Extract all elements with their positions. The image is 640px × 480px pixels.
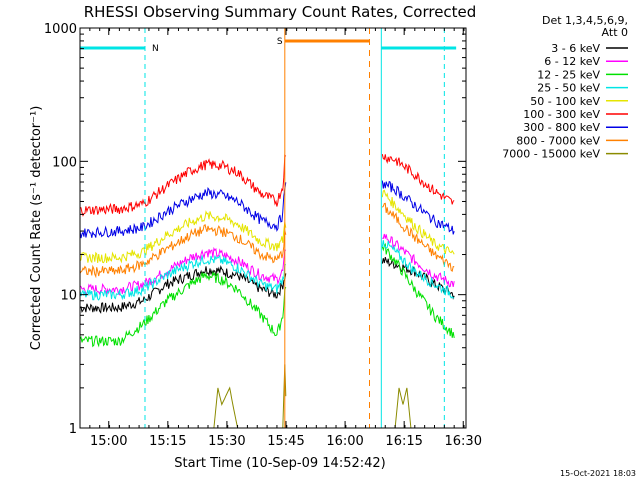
series-25-50-kev — [80, 240, 455, 301]
legend-label: 3 - 6 keV — [551, 42, 600, 55]
series-line — [381, 189, 455, 255]
series-line — [381, 153, 455, 205]
y-axis-label: Corrected Count Rate (s⁻¹ detector⁻¹) — [29, 106, 44, 351]
series-line — [80, 154, 287, 217]
legend-header-line: Det 1,3,4,5,6,9, — [542, 14, 628, 27]
x-tick-label: 15:00 — [90, 434, 127, 449]
series-line — [80, 210, 287, 264]
x-tick-label: 16:15 — [385, 434, 422, 449]
series-line — [381, 240, 455, 299]
series-layer — [80, 153, 455, 428]
x-tick-label: 16:00 — [326, 434, 363, 449]
x-tick-label: 15:30 — [208, 434, 245, 449]
series-line — [80, 224, 287, 279]
x-tick-label: 15:45 — [267, 434, 304, 449]
legend-label: 7000 - 15000 keV — [502, 148, 600, 161]
series-100-300-kev — [80, 153, 455, 217]
chart-title: RHESSI Observing Summary Count Rates, Co… — [84, 3, 477, 21]
series-line — [381, 202, 455, 272]
footer-date: 15-Oct-2021 18:03 — [560, 469, 636, 478]
series-line — [381, 180, 455, 235]
legend-label: 300 - 800 keV — [523, 121, 600, 134]
legend-header-line: Att 0 — [602, 26, 628, 39]
series-line — [166, 364, 287, 428]
series-line — [382, 387, 412, 428]
night-marker-label: N — [152, 44, 159, 54]
x-axis-label: Start Time (10-Sep-09 14:52:42) — [174, 456, 385, 471]
x-tick-label: 15:15 — [149, 434, 186, 449]
y-tick-label: 1000 — [44, 22, 77, 37]
y-tick-label: 10 — [60, 289, 77, 304]
x-tick-label: 16:30 — [445, 434, 482, 449]
series-50-100-kev — [80, 189, 455, 264]
plot-frame — [79, 27, 467, 429]
saa-marker-label: S — [277, 37, 283, 47]
series-line — [381, 242, 455, 338]
axis-layer: 15:00 15:15 15:30 15:45 16:00 16:15 16:30 1 10 10… — [44, 22, 482, 449]
legend-label: 25 - 50 keV — [537, 82, 600, 95]
series-line — [80, 270, 287, 348]
series-300-800-kev — [80, 180, 455, 239]
series-line — [80, 182, 287, 239]
series-800-7000-kev — [80, 202, 455, 279]
legend-label: 50 - 100 keV — [530, 95, 600, 108]
legend-label: 12 - 25 keV — [537, 68, 600, 81]
legend-label: 100 - 300 keV — [523, 108, 600, 121]
series-12-25-kev — [80, 242, 455, 348]
series-line — [80, 264, 287, 314]
legend-label: 6 - 12 keV — [544, 55, 600, 68]
y-tick-label: 1 — [69, 422, 77, 437]
y-tick-label: 100 — [52, 155, 77, 170]
marker-layer: NS — [79, 28, 457, 428]
legend-label: 800 - 7000 keV — [516, 134, 600, 147]
series-7000-15000-kev — [166, 364, 412, 428]
series-line — [80, 246, 287, 296]
series-line — [80, 254, 286, 301]
